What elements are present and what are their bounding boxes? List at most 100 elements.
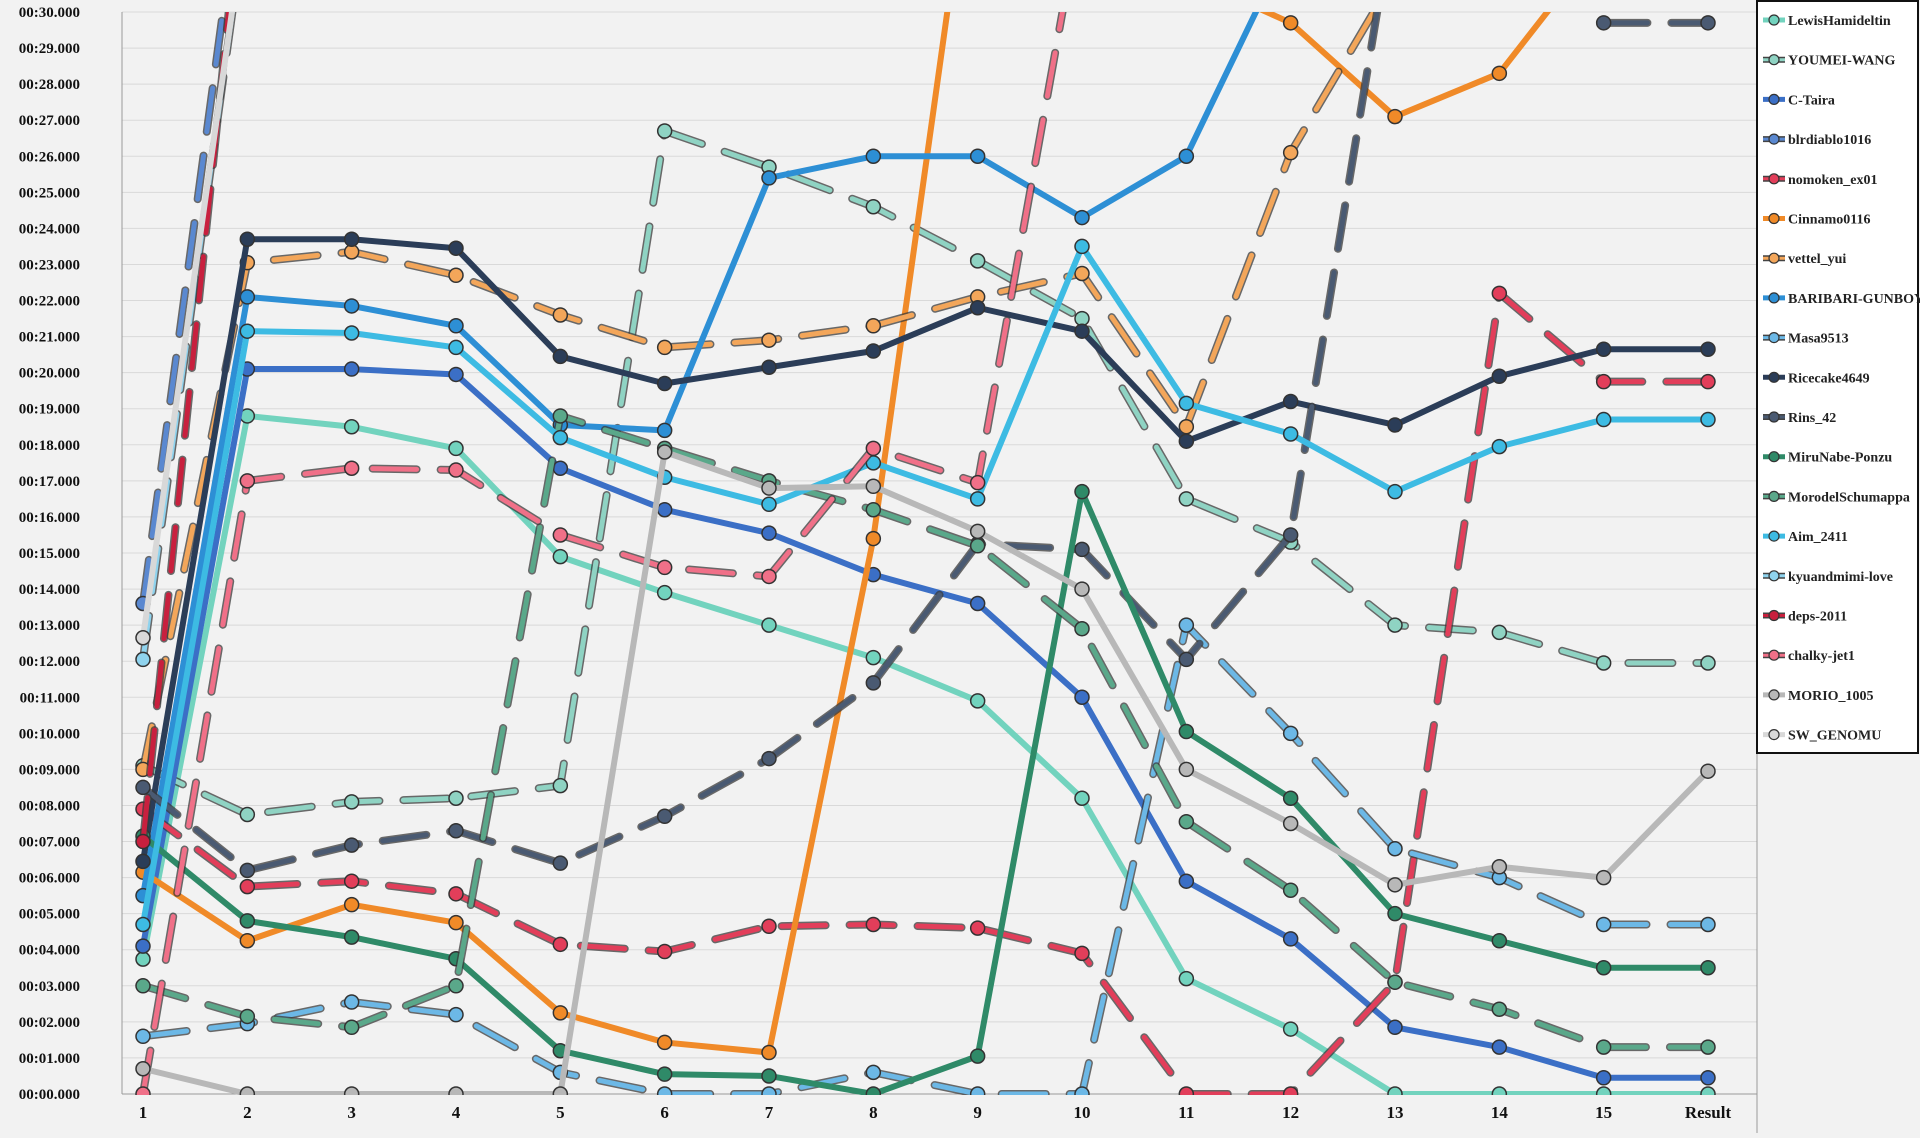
series-line (140, 412, 1708, 1095)
data-point (761, 496, 777, 513)
data-point (865, 916, 882, 933)
data-point (1700, 960, 1716, 976)
legend-item: Masa9513 (1763, 332, 1849, 347)
data-point (969, 595, 986, 612)
data-point (552, 307, 569, 323)
data-point (1595, 341, 1612, 357)
legend-label: Cinnamo0116 (1788, 213, 1870, 228)
data-point (343, 1086, 360, 1095)
data-point (1074, 238, 1090, 255)
legend-item: SW_GENOMU (1763, 729, 1881, 744)
legend-item: nomoken_ex01 (1763, 173, 1877, 188)
data-point (448, 440, 464, 457)
data-point (656, 584, 673, 601)
legend-item: chalky-jet1 (1763, 649, 1855, 664)
data-point (1178, 419, 1195, 435)
legend-item: Rins_42 (1763, 411, 1836, 426)
data-point (135, 833, 151, 850)
data-point (552, 527, 569, 543)
data-point (1178, 148, 1195, 165)
y-tick-label: 00:26.000 (19, 149, 80, 165)
data-point (135, 916, 151, 933)
data-point (1387, 1086, 1403, 1095)
data-point (761, 750, 777, 767)
data-point (135, 978, 151, 994)
x-tick-label: 4 (452, 1103, 461, 1122)
data-point (135, 1086, 151, 1095)
y-tick-label: 00:16.000 (19, 510, 80, 526)
data-point (239, 473, 256, 489)
data-point (448, 1006, 464, 1023)
data-point (1282, 1086, 1299, 1095)
data-point (761, 170, 777, 186)
data-point (1074, 323, 1090, 339)
data-point (1387, 617, 1403, 633)
data-point (1700, 1070, 1716, 1086)
data-point (239, 913, 256, 929)
data-point (1387, 483, 1403, 500)
y-tick-label: 00:07.000 (19, 835, 80, 851)
data-point (552, 408, 569, 424)
data-point (343, 325, 360, 341)
data-point (448, 318, 464, 334)
data-point (1700, 763, 1716, 779)
legend-item: MorodelSchumappa (1763, 490, 1910, 505)
x-tick-label: 5 (556, 1103, 565, 1122)
series-line (140, 236, 1708, 862)
data-point (1491, 932, 1508, 949)
data-point (761, 617, 777, 633)
data-point (448, 366, 464, 383)
data-point (761, 568, 777, 585)
data-point (1178, 395, 1195, 412)
data-point (656, 1086, 673, 1095)
data-point (1178, 491, 1195, 507)
data-point (1074, 620, 1090, 637)
data-point (1074, 483, 1090, 500)
data-point (865, 649, 882, 666)
legend-label: C-Taira (1788, 93, 1835, 108)
data-point (1074, 689, 1090, 706)
data-point (1282, 527, 1299, 543)
data-point (1700, 411, 1716, 428)
data-point (343, 1019, 360, 1036)
data-point (1282, 393, 1299, 410)
data-point (239, 1008, 256, 1025)
data-point (1491, 368, 1508, 385)
data-point (865, 530, 882, 547)
data-point (135, 951, 151, 967)
legend-item: blrdiablo1016 (1763, 133, 1871, 148)
legend-label: LewisHamideltin (1788, 14, 1891, 29)
data-point (239, 323, 256, 339)
legend-item: deps-2011 (1763, 610, 1847, 625)
data-point (343, 929, 360, 945)
legend-label: BARIBARI-GUNBOY (1788, 292, 1920, 307)
data-point (1074, 790, 1090, 807)
data-point (1178, 761, 1195, 778)
data-point (239, 1086, 256, 1095)
y-tick-label: 00:25.000 (19, 185, 80, 201)
x-tick-label: 2 (243, 1103, 252, 1122)
data-point (969, 491, 986, 507)
data-point (448, 914, 464, 931)
data-point (135, 938, 151, 954)
y-tick-label: 00:30.000 (19, 5, 80, 21)
data-point (1491, 438, 1508, 455)
y-tick-label: 00:01.000 (19, 1051, 80, 1067)
data-point (865, 148, 882, 165)
legend-item: BARIBARI-GUNBOY (1763, 292, 1920, 307)
data-point (1178, 873, 1195, 889)
data-point (1700, 341, 1716, 357)
y-tick-label: 00:08.000 (19, 798, 80, 814)
data-point (1282, 426, 1299, 442)
data-point (1074, 1086, 1090, 1095)
data-point (1178, 617, 1195, 633)
legend-marker (1768, 451, 1780, 463)
x-tick-label: 14 (1491, 1103, 1509, 1122)
data-point (761, 359, 777, 376)
legend-label: nomoken_ex01 (1788, 173, 1877, 188)
data-point (969, 148, 986, 165)
data-point (656, 375, 673, 392)
y-tick-label: 00:03.000 (19, 979, 80, 995)
data-point (1700, 655, 1716, 671)
data-point (1282, 144, 1299, 161)
